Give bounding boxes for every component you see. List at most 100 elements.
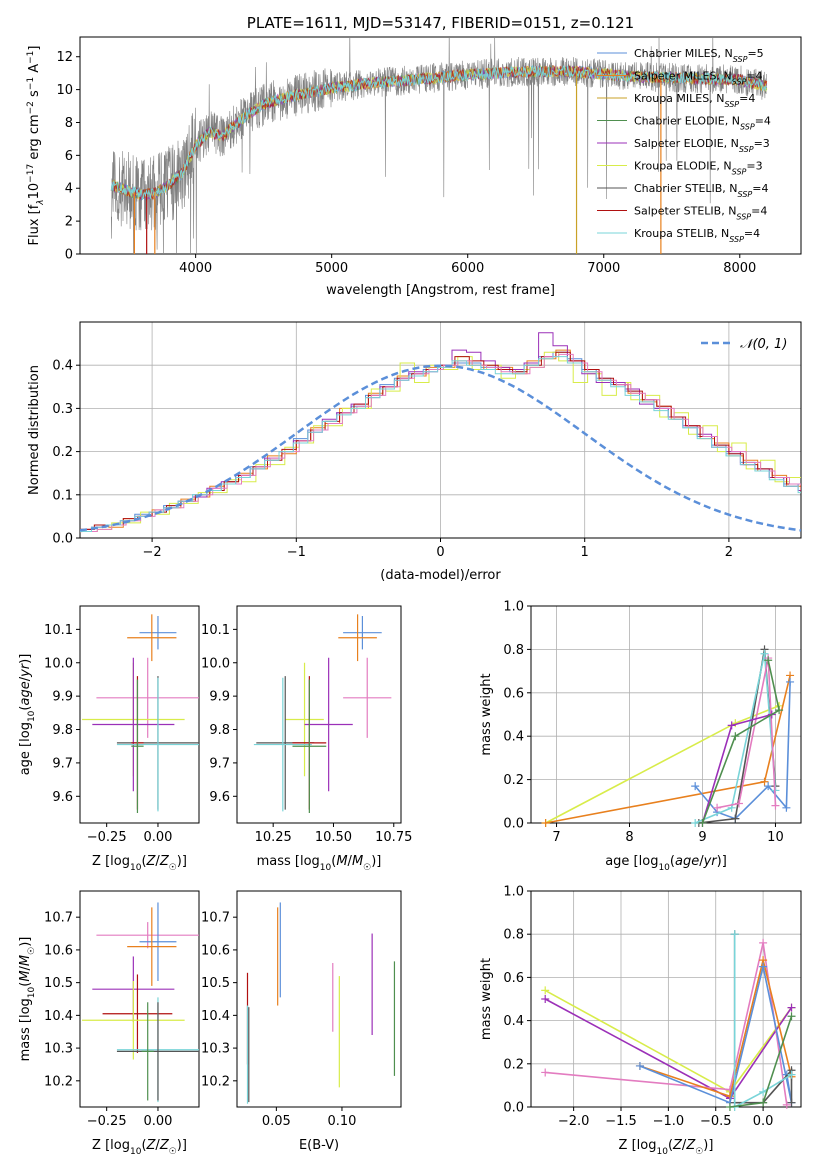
- histogram-kroupa_stelib: [80, 356, 801, 532]
- y-tick-label: 9.7: [52, 756, 73, 771]
- label-part: (: [331, 854, 336, 869]
- label-part: )]: [18, 654, 33, 664]
- age_vs_z-axes: −0.25 0.00 9.6 9.7 9.8 9.9 10.0 10.1: [44, 605, 200, 845]
- mass_vs_ebv-axes: 0.05 0.10 10.2 10.3 10.4 10.5 10.6 10.7: [201, 890, 402, 1129]
- histogram-salpeter_miles: [80, 349, 801, 530]
- label-part: ☉: [363, 863, 371, 873]
- x-tick-label: 1: [581, 545, 589, 560]
- label-part: M: [18, 970, 33, 981]
- weight-marker: [764, 656, 773, 665]
- weight-line-chabrier_elodie: [701, 660, 781, 824]
- legend-label: Kroupa MILES, N: [634, 92, 724, 105]
- y-tick-label: 0.2: [52, 445, 73, 460]
- legend-entry: 𝒩(0, 1): [740, 337, 787, 352]
- label-part: 10: [656, 1147, 668, 1157]
- label-part: )]: [18, 937, 33, 947]
- label-part: erg cm: [27, 114, 42, 163]
- x-tick-label: 0.0: [753, 1114, 774, 1129]
- label-part: Z: [672, 1138, 683, 1153]
- legend-label: Kroupa STELIB, N: [634, 227, 729, 240]
- weight-marker: [759, 938, 768, 947]
- y-tick-label: 0.3: [52, 402, 73, 417]
- label-part: 10: [27, 986, 37, 998]
- y-tick-label: 10.4: [201, 1009, 230, 1024]
- weight-marker: [760, 777, 769, 786]
- x-axis-label: mass [log10(M/M☉)]: [257, 854, 382, 873]
- label-part: ☉: [169, 863, 177, 873]
- age_vs_z-points: [82, 614, 199, 813]
- label-part: )]: [703, 1138, 713, 1153]
- weight-line-pink: [716, 657, 777, 809]
- histogram-chabrier_miles: [80, 351, 801, 532]
- label-part: s: [27, 90, 42, 101]
- weight-marker: [786, 677, 795, 686]
- label-part: Z [log: [619, 1138, 657, 1153]
- weight_vs_age-lines: [541, 645, 795, 827]
- x-tick-label: 8000: [723, 261, 756, 276]
- legend-n: =3: [754, 137, 770, 150]
- legend-n: =3: [746, 160, 762, 173]
- x-tick-label: 7000: [587, 261, 620, 276]
- y-tick-label: 4: [65, 182, 73, 197]
- legend-entry: Chabrier STELIB, NSSP=4: [634, 182, 768, 199]
- x-tick-label: 6000: [451, 261, 484, 276]
- y-tick-label: 10.5: [44, 976, 73, 991]
- x-tick-label: 10.25: [255, 830, 292, 845]
- weight-marker: [691, 819, 700, 827]
- model-kroupa_stelib: [110, 64, 768, 201]
- x-tick-label: 10.50: [315, 830, 352, 845]
- weight-marker: [727, 721, 736, 730]
- label-part: 10: [320, 863, 332, 873]
- label-part: yr: [18, 662, 33, 678]
- y-tick-label: 0.0: [52, 532, 73, 547]
- y-tick-label: 10.2: [44, 1074, 73, 1089]
- weight-marker: [771, 801, 780, 810]
- label-part: age: [18, 681, 33, 705]
- histograms: [80, 332, 801, 533]
- label-part: age: [675, 854, 699, 869]
- legend-entry: Kroupa STELIB, NSSP=4: [634, 227, 760, 244]
- weight-marker: [759, 962, 768, 971]
- x-axis-label: (data-model)/error: [380, 568, 501, 583]
- legend-sub: SSP: [732, 77, 747, 86]
- weight-marker: [782, 803, 791, 812]
- legend-entry: Chabrier MILES, NSSP=5: [634, 47, 764, 64]
- legend-sub: SSP: [739, 145, 754, 154]
- label-part: age [log: [605, 854, 658, 869]
- x-tick-label: −2: [143, 545, 162, 560]
- histogram-salpeter_stelib: [80, 351, 801, 530]
- label-part: /: [155, 1138, 160, 1153]
- y-tick-label: 0.8: [503, 928, 524, 943]
- label-part: Z: [159, 854, 170, 869]
- y-tick-label: 12: [56, 50, 73, 65]
- label-part: Flux [f: [27, 204, 42, 245]
- axes-frame: [530, 890, 802, 1108]
- spectrum-axes: 4000 5000 6000 7000 8000 0 2 4 6 8 10 12: [56, 36, 802, 276]
- weight-marker: [541, 1068, 550, 1077]
- label-part: /: [682, 1138, 687, 1153]
- weight-line-kroupa_stelib: [733, 934, 792, 1109]
- y-tick-label: 10.3: [201, 1042, 230, 1057]
- axes-frame: [79, 890, 200, 1108]
- x-tick-label: 10: [767, 830, 784, 845]
- label-part: (: [141, 854, 146, 869]
- weight-marker: [759, 1087, 768, 1096]
- histogram-pink: [80, 353, 801, 533]
- axes-frame: [236, 605, 402, 824]
- weight-marker: [775, 706, 784, 715]
- y-tick-label: 0.4: [503, 730, 524, 745]
- weight-marker: [713, 803, 722, 812]
- label-part: ☉: [27, 947, 37, 955]
- weight-marker: [691, 782, 700, 791]
- y-tick-label: 10: [56, 83, 73, 98]
- label-part: −1: [26, 51, 36, 64]
- label-part: 10: [658, 863, 670, 873]
- weight-marker: [541, 995, 550, 1003]
- y-tick-label: 0.4: [503, 1014, 524, 1029]
- y-tick-label: 10.5: [201, 976, 230, 991]
- legend-entry: Salpeter STELIB, NSSP=4: [634, 205, 767, 222]
- label-part: −2: [26, 101, 36, 114]
- label-part: λ: [36, 199, 46, 205]
- x-axis-label: age [log10(age/yr)]: [605, 854, 727, 873]
